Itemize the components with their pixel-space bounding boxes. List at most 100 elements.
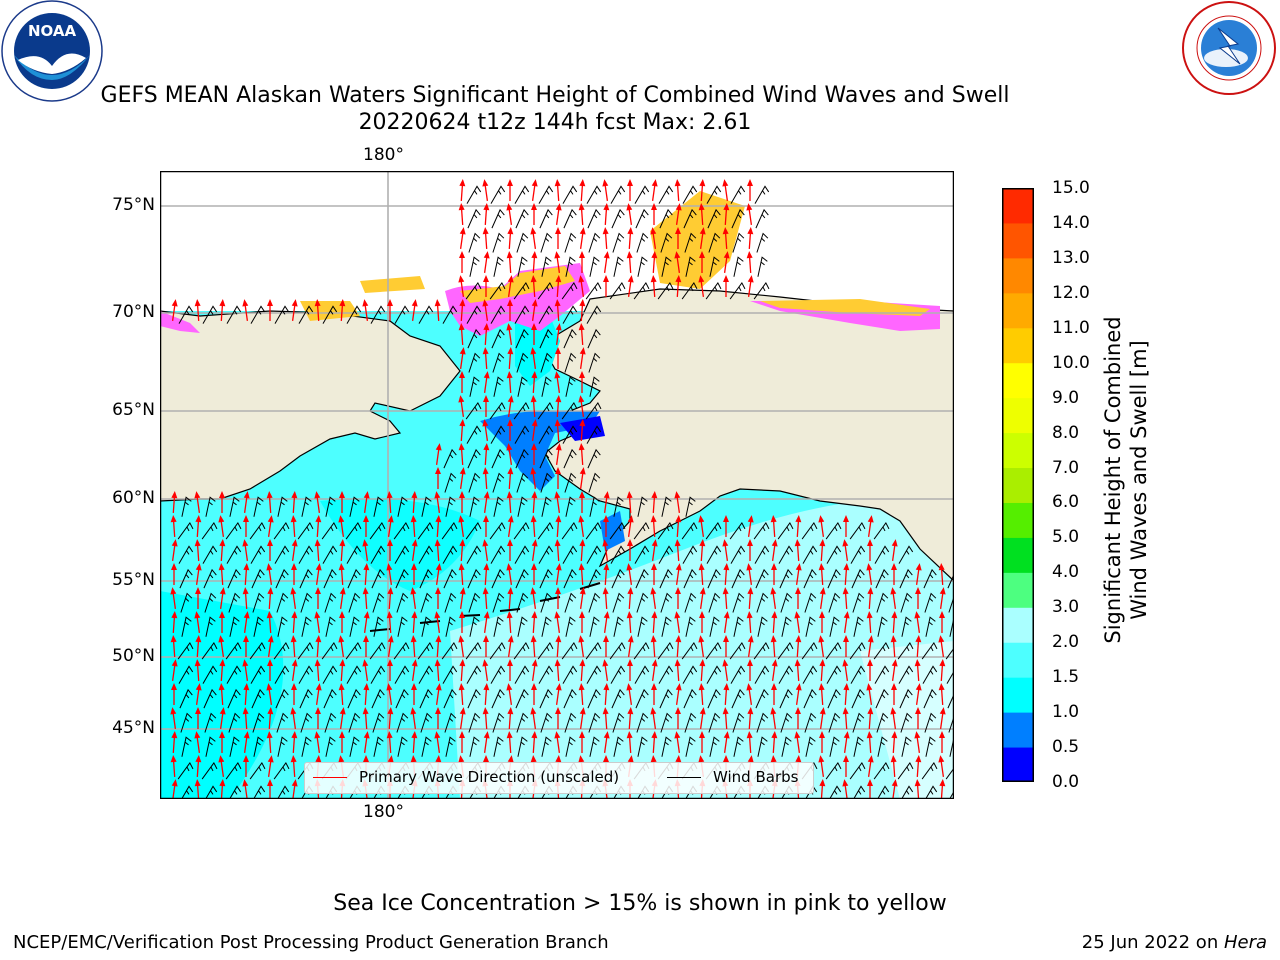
wind-barb [589,376,600,397]
wave-arrow [242,299,249,321]
wave-arrow [843,635,849,657]
wave-arrow [267,659,273,681]
wind-barb [346,665,362,684]
wind-barb [202,545,218,564]
wave-arrow [243,731,250,753]
nws-logo [1182,1,1276,95]
wave-arrow [458,515,465,537]
wind-barb [875,688,889,709]
wind-barb [443,448,457,469]
wind-barb [492,712,505,733]
wind-barb [468,352,481,373]
wave-arrow [458,683,465,706]
wave-arrow [195,755,202,778]
wave-arrow [435,707,441,729]
wind-barb [825,761,842,780]
wind-barb [873,521,890,540]
wind-barb [515,328,529,349]
wind-barb [805,736,816,757]
wave-arrow [506,371,513,394]
wave-arrow [482,347,489,370]
wave-arrow [819,707,826,729]
land-siberia [160,310,461,502]
wind-barb [468,232,481,253]
wave-arrow [675,563,682,585]
wave-arrow [482,299,489,321]
wave-arrow [579,347,586,369]
wave-arrow [459,707,466,729]
wind-barb [180,592,193,613]
wave-arrow [890,707,897,729]
wave-arrow [410,707,417,729]
wave-arrow [578,395,585,417]
wave-arrow [315,515,322,538]
wind-barb [491,688,505,709]
wind-barb [661,616,672,637]
colorbar-swatch [1002,397,1034,434]
lat-label-45: 45°N [112,718,155,738]
wind-barb [466,665,482,684]
chart-subtitle: 20220624 t12z 144h fcst Max: 2.61 [358,110,752,135]
wind-barb [298,665,314,684]
wave-arrow [194,611,201,633]
wind-barb [466,305,482,324]
colorbar-swatch [1002,712,1034,748]
wave-arrow [555,635,562,658]
noaa-logo-center: NOAA [28,22,77,40]
wind-barb [730,665,746,684]
wave-arrow [579,227,586,249]
wave-arrow [674,491,681,513]
wind-barb [732,592,745,613]
wind-barb [828,592,841,613]
wave-arrow [482,419,489,441]
wave-arrow [651,683,657,705]
map-legend: Primary Wave Direction (unscaled) Wind B… [304,762,814,794]
wave-arrow [482,227,489,250]
wind-barb [370,545,386,564]
wind-barb [947,688,954,709]
wind-barb [273,641,290,660]
wave-arrow [602,179,609,201]
wind-barb [756,232,769,253]
wind-barb [539,328,553,349]
wave-arrow [651,611,658,634]
wind-barb [733,736,744,757]
wind-barb [203,568,217,589]
wind-barb [778,545,794,564]
wave-arrow [891,779,898,799]
wave-arrow [435,635,442,658]
wave-arrow [459,731,465,753]
lat-label-55: 55°N [112,570,155,590]
wave-arrow [242,539,249,561]
wind-barb [634,185,650,204]
wind-barb [178,665,194,684]
wind-barb [372,592,385,613]
aleutian-islands [369,582,601,632]
wave-arrow [651,179,658,201]
wind-barb [274,305,290,324]
wave-arrow [267,755,274,777]
wave-arrow [843,755,849,777]
wind-barb [565,736,576,757]
wind-barb [177,761,194,780]
wave-arrow [746,731,753,754]
wave-arrow [338,635,345,657]
wind-barb [946,665,954,684]
wind-barb [587,568,601,589]
wind-barb [682,545,698,564]
wind-barb [178,545,194,564]
wave-arrow [915,707,921,729]
wave-arrow [531,659,538,681]
wave-arrow [458,635,465,657]
wind-barb [372,712,385,733]
wind-barb [493,376,504,397]
wind-barb [517,616,528,637]
wave-arrow [411,683,417,705]
wind-barb [637,256,648,277]
wind-barb [443,688,457,709]
wave-arrow [867,755,874,777]
wave-arrow [866,731,873,754]
wind-barb [395,688,409,709]
wave-arrow [435,563,442,585]
wind-barb [659,688,673,709]
